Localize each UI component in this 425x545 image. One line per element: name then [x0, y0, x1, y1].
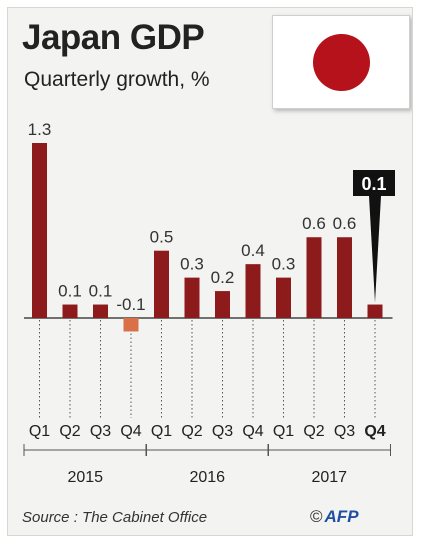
- value-label: 0.3: [180, 255, 204, 274]
- bar: [215, 291, 230, 318]
- bar: [154, 250, 169, 318]
- value-label: 0.4: [241, 241, 265, 260]
- highlight-value-label: 0.1: [361, 174, 386, 194]
- quarter-label: Q4: [364, 423, 385, 440]
- quarter-label: Q4: [242, 423, 263, 440]
- quarter-label: Q3: [212, 423, 233, 440]
- bar: [123, 318, 139, 332]
- value-label: 0.3: [272, 255, 296, 274]
- copyright-symbol: ©: [310, 507, 323, 526]
- afp-logo: AFP: [324, 507, 359, 526]
- source-note: Source : The Cabinet Office: [22, 509, 208, 526]
- quarter-label: Q1: [29, 423, 50, 440]
- bar: [276, 277, 291, 318]
- infographic-frame: Japan GDP Quarterly growth, % 1.3 Q1 0.1 Q2…: [7, 7, 413, 536]
- value-label: -0.1: [116, 295, 145, 314]
- bar: [367, 304, 383, 318]
- year-label: 2016: [189, 469, 225, 486]
- value-label: 0.5: [150, 228, 174, 247]
- quarter-label: Q2: [303, 423, 324, 440]
- quarter-label: Q2: [59, 423, 80, 440]
- year-label: 2017: [311, 469, 347, 486]
- quarter-label: Q3: [90, 423, 111, 440]
- value-label: 0.1: [89, 282, 113, 301]
- highlight-pointer: [369, 196, 381, 303]
- quarter-label: Q2: [181, 423, 202, 440]
- bar: [62, 304, 78, 318]
- value-label: 0.6: [333, 214, 357, 233]
- value-label: 0.2: [211, 268, 235, 287]
- bar: [32, 143, 47, 318]
- quarter-label: Q1: [273, 423, 294, 440]
- bar: [184, 277, 200, 318]
- value-label: 1.3: [28, 120, 52, 139]
- year-label: 2015: [67, 469, 103, 486]
- chart-subtitle: Quarterly growth, %: [24, 68, 210, 91]
- bar-chart: 1.3 Q1 0.1 Q2 0.1 Q3 -0.1 Q4 0.5 Q1 0.3 Q2 0.2 Q3 0.4 Q…: [23, 120, 395, 486]
- bar: [306, 237, 322, 318]
- bar: [337, 237, 352, 318]
- quarter-label: Q1: [151, 423, 172, 440]
- value-label: 0.1: [58, 282, 82, 301]
- quarter-label: Q3: [334, 423, 355, 440]
- highlight-box: [353, 170, 395, 196]
- japan-flag: [272, 15, 410, 109]
- quarter-label: Q4: [120, 423, 141, 440]
- bar: [93, 304, 108, 318]
- value-label: 0.6: [302, 214, 326, 233]
- bar: [245, 264, 261, 318]
- afp-credit: © AFP: [310, 507, 359, 527]
- chart-title: Japan GDP: [22, 18, 205, 57]
- flag-sun-disc: [313, 34, 370, 91]
